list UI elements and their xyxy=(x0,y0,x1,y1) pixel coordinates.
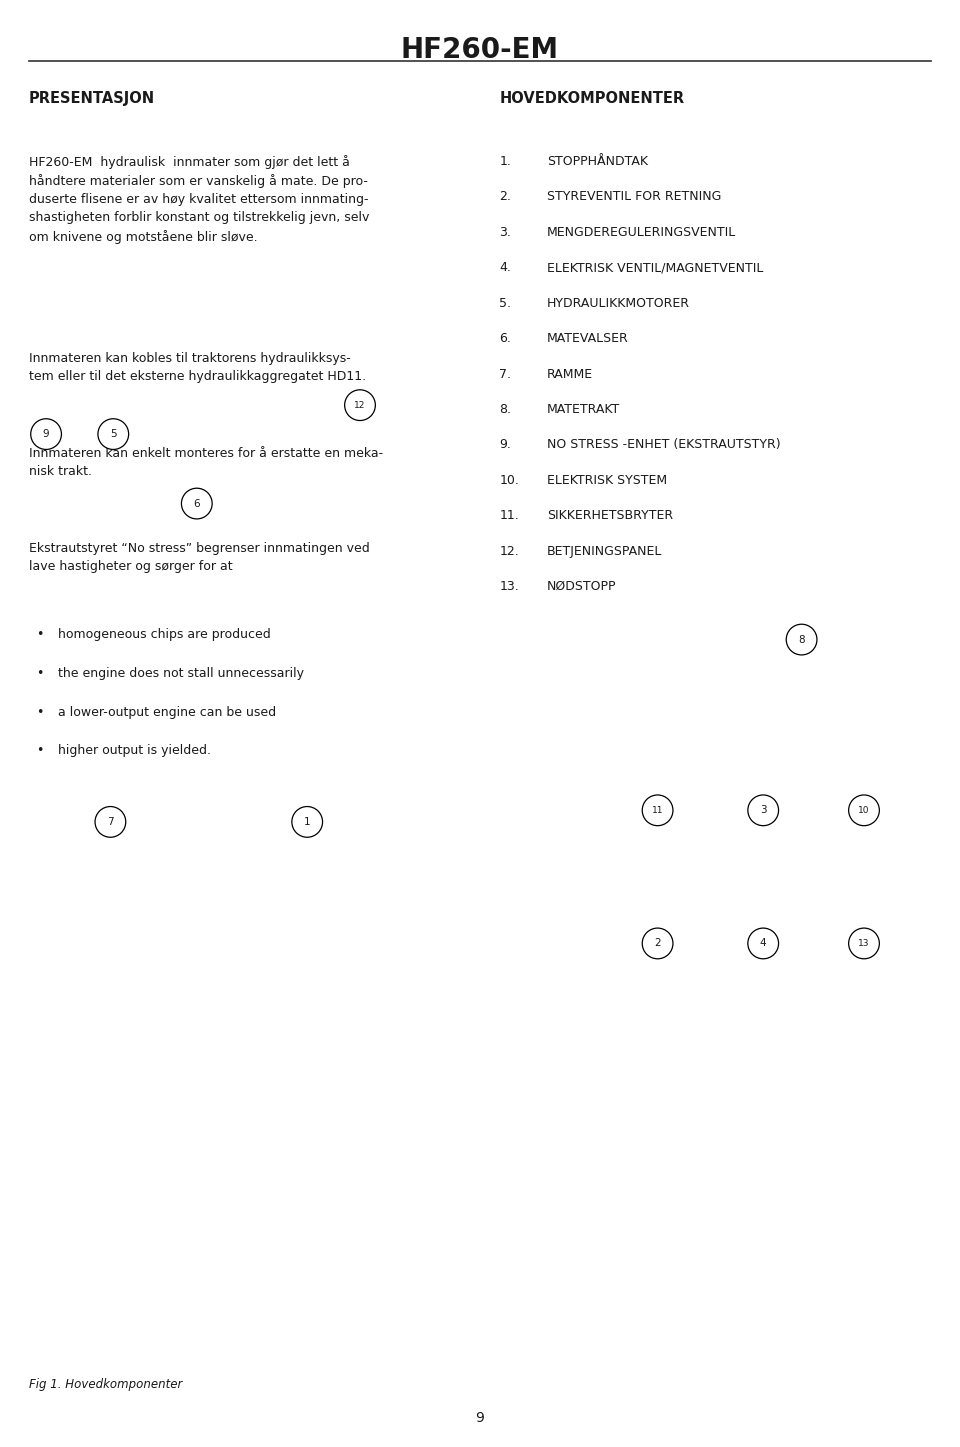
Text: 6: 6 xyxy=(194,499,200,508)
Text: HYDRAULIKKMOTORER: HYDRAULIKKMOTORER xyxy=(547,297,690,310)
Ellipse shape xyxy=(642,794,673,826)
Text: Innmateren kan kobles til traktorens hydraulikksys-
tem eller til det eksterne h: Innmateren kan kobles til traktorens hyd… xyxy=(29,353,366,383)
Text: RAMME: RAMME xyxy=(547,368,593,381)
Text: MENGDEREGULERINGSVENTIL: MENGDEREGULERINGSVENTIL xyxy=(547,226,736,239)
Text: PRESENTASJON: PRESENTASJON xyxy=(29,91,155,106)
Ellipse shape xyxy=(786,624,817,655)
Text: 11.: 11. xyxy=(499,509,519,522)
Ellipse shape xyxy=(849,928,879,959)
Text: Innmateren kan enkelt monteres for å erstatte en meka-
nisk trakt.: Innmateren kan enkelt monteres for å ers… xyxy=(29,447,383,478)
Text: 9: 9 xyxy=(475,1411,485,1425)
Text: 5.: 5. xyxy=(499,297,512,310)
Ellipse shape xyxy=(642,928,673,959)
Text: 12: 12 xyxy=(354,401,366,410)
Ellipse shape xyxy=(748,794,779,826)
Text: HF260-EM  hydraulisk  innmater som gjør det lett å
håndtere materialer som er va: HF260-EM hydraulisk innmater som gjør de… xyxy=(29,155,370,243)
Ellipse shape xyxy=(31,418,61,450)
Text: 7: 7 xyxy=(108,818,113,826)
Text: STOPPHÅNDTAK: STOPPHÅNDTAK xyxy=(547,155,648,168)
Text: 9.: 9. xyxy=(499,438,511,451)
Text: SIKKERHETSBRYTER: SIKKERHETSBRYTER xyxy=(547,509,673,522)
Text: 3.: 3. xyxy=(499,226,511,239)
Text: 7.: 7. xyxy=(499,368,512,381)
Text: higher output is yielded.: higher output is yielded. xyxy=(58,744,210,757)
Text: homogeneous chips are produced: homogeneous chips are produced xyxy=(58,628,271,641)
Text: 1: 1 xyxy=(304,818,310,826)
Ellipse shape xyxy=(181,488,212,519)
Text: MATEVALSER: MATEVALSER xyxy=(547,331,629,344)
Text: NO STRESS -ENHET (EKSTRAUTSTYR): NO STRESS -ENHET (EKSTRAUTSTYR) xyxy=(547,438,780,451)
Text: 11: 11 xyxy=(652,806,663,815)
Text: •: • xyxy=(36,667,44,680)
Text: Fig 1. Hovedkomponenter: Fig 1. Hovedkomponenter xyxy=(29,1378,182,1391)
Text: •: • xyxy=(36,744,44,757)
Ellipse shape xyxy=(748,928,779,959)
Text: ELEKTRISK SYSTEM: ELEKTRISK SYSTEM xyxy=(547,473,667,486)
Text: NØDSTOPP: NØDSTOPP xyxy=(547,580,616,593)
Text: •: • xyxy=(36,628,44,641)
Ellipse shape xyxy=(849,794,879,826)
Text: 8: 8 xyxy=(799,635,804,644)
Text: 3: 3 xyxy=(760,806,766,815)
Text: 9: 9 xyxy=(43,430,49,438)
Ellipse shape xyxy=(95,806,126,838)
Text: 13: 13 xyxy=(858,939,870,948)
Text: 8.: 8. xyxy=(499,402,512,415)
Text: MATETRAKT: MATETRAKT xyxy=(547,402,620,415)
Text: 2.: 2. xyxy=(499,190,511,203)
Text: 13.: 13. xyxy=(499,580,519,593)
Ellipse shape xyxy=(345,389,375,421)
Text: 2: 2 xyxy=(655,939,660,948)
Text: HF260-EM: HF260-EM xyxy=(401,36,559,64)
Text: a lower-output engine can be used: a lower-output engine can be used xyxy=(58,706,276,719)
Ellipse shape xyxy=(292,806,323,838)
Text: Ekstrautstyret “No stress” begrenser innmatingen ved
lave hastigheter og sørger : Ekstrautstyret “No stress” begrenser inn… xyxy=(29,541,370,573)
Text: 4.: 4. xyxy=(499,260,511,273)
Text: 10: 10 xyxy=(858,806,870,815)
Text: 1.: 1. xyxy=(499,155,511,168)
Text: HOVEDKOMPONENTER: HOVEDKOMPONENTER xyxy=(499,91,684,106)
Text: 4: 4 xyxy=(760,939,766,948)
Text: BETJENINGSPANEL: BETJENINGSPANEL xyxy=(547,544,662,557)
Text: STYREVENTIL FOR RETNING: STYREVENTIL FOR RETNING xyxy=(547,190,722,203)
Text: 10.: 10. xyxy=(499,473,519,486)
Ellipse shape xyxy=(98,418,129,450)
Text: 5: 5 xyxy=(110,430,116,438)
Text: ELEKTRISK VENTIL/MAGNETVENTIL: ELEKTRISK VENTIL/MAGNETVENTIL xyxy=(547,260,763,273)
Text: the engine does not stall unnecessarily: the engine does not stall unnecessarily xyxy=(58,667,303,680)
Text: 6.: 6. xyxy=(499,331,511,344)
Text: 12.: 12. xyxy=(499,544,519,557)
Text: •: • xyxy=(36,706,44,719)
